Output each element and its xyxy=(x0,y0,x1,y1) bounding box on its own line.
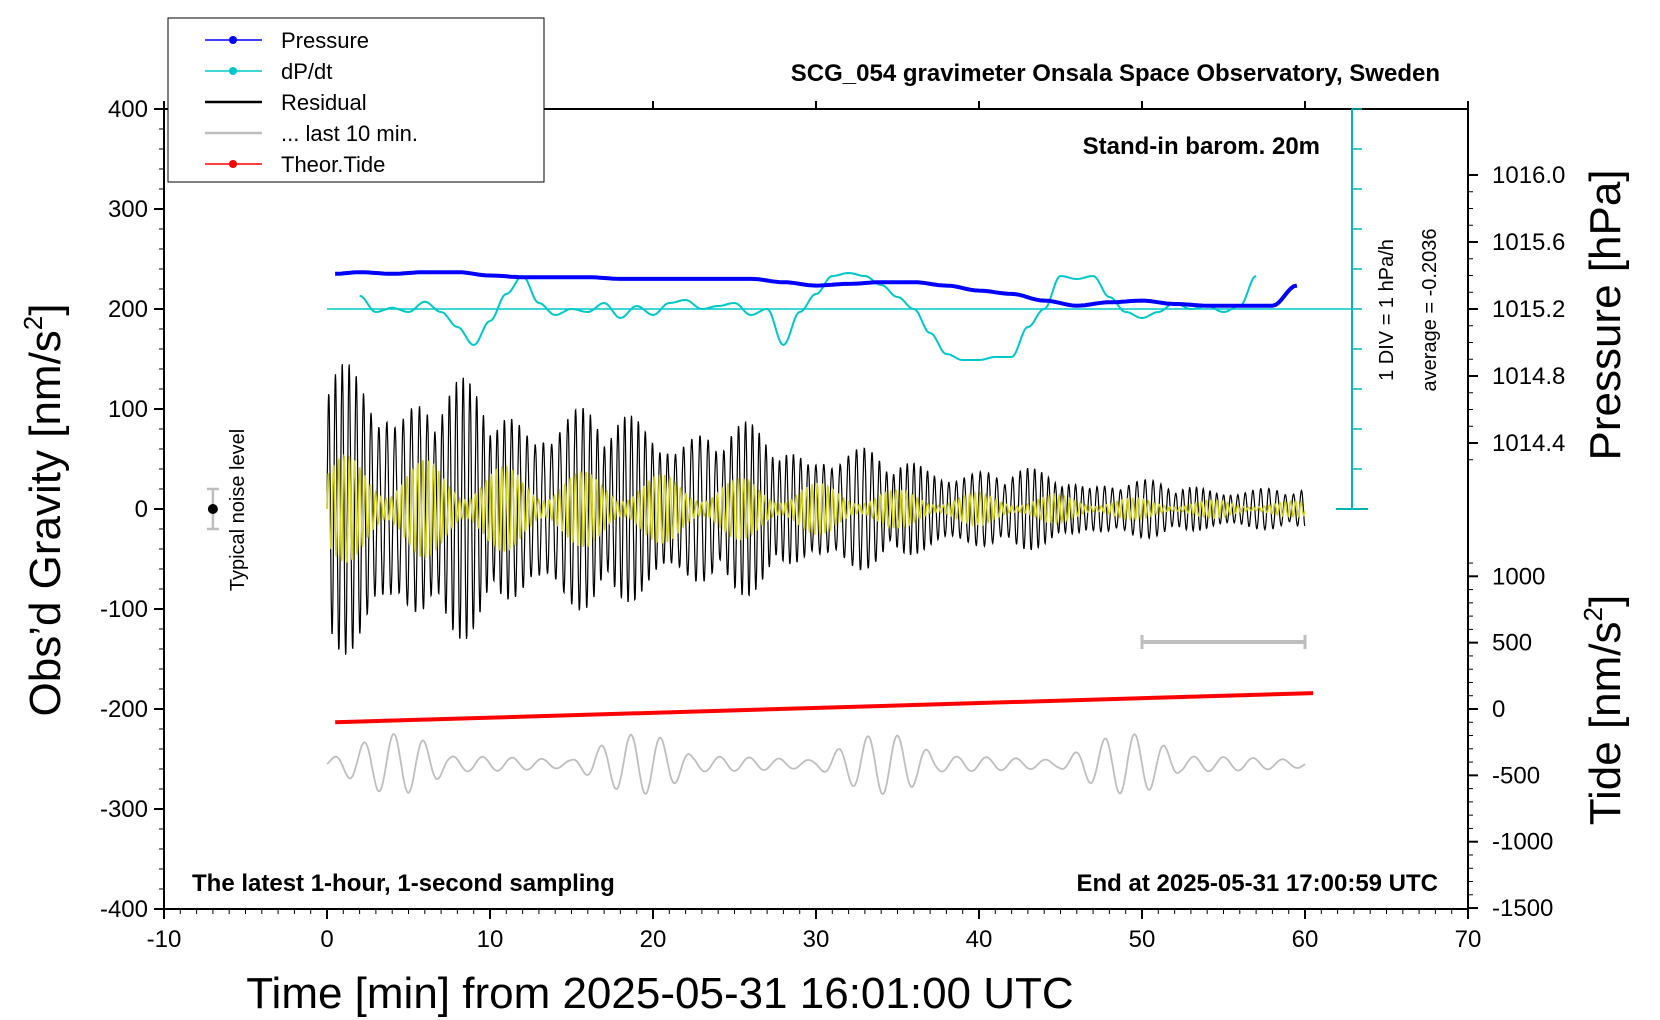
x-axis-label: Time [min] from 2025-05-31 16:01:00 UTC xyxy=(246,969,1073,1018)
last-10-min-line xyxy=(326,733,1306,796)
filtered-residual-line xyxy=(326,453,1306,563)
legend-label: ... last 10 min. xyxy=(281,121,418,146)
tide-axis-ticks: 1000 500 0 -500 -1000 -1500 xyxy=(1468,562,1553,922)
noise-bar-dot xyxy=(207,504,218,514)
x-tick-label: -10 xyxy=(147,926,182,953)
y-tick-label: -200 xyxy=(100,696,148,723)
legend-label: Theor.Tide xyxy=(281,152,385,177)
y-tick-label: -400 xyxy=(100,896,148,923)
legend-marker xyxy=(229,67,237,75)
y-tick-label: -100 xyxy=(100,596,148,623)
legend-label: dP/dt xyxy=(281,59,332,84)
legend: Pressure dP/dt Residual ... last 10 min. The… xyxy=(167,17,545,183)
x-tick-label: 10 xyxy=(477,926,504,953)
chart-title: SCG_054 gravimeter Onsala Space Observat… xyxy=(791,60,1440,87)
dpdt-line xyxy=(359,271,1257,361)
pressure-tick-label: 1015.2 xyxy=(1492,296,1565,323)
x-tick-label: 30 xyxy=(803,926,830,953)
pressure-line xyxy=(335,270,1298,308)
x-tick-label: 0 xyxy=(320,926,333,953)
legend-label: Residual xyxy=(281,90,367,115)
y-axis-ticks-left: 400 300 200 100 0 -100 -200 -300 -400 xyxy=(100,96,164,923)
div-note: 1 DIV = 1 hPa/h xyxy=(1376,239,1398,381)
pressure-axis-label: Pressure [hPa] xyxy=(1581,169,1630,460)
pressure-tick-label: 1014.8 xyxy=(1492,363,1565,390)
pressure-axis-ticks: 1016.0 1015.6 1015.2 1014.8 1014.4 xyxy=(1468,162,1565,461)
legend-label: Pressure xyxy=(281,28,369,53)
tide-tick-label: -1000 xyxy=(1492,829,1553,856)
legend-marker xyxy=(229,36,237,44)
average-note: average = -0.2036 xyxy=(1419,229,1441,392)
x-axis-ticks: -10 0 10 20 30 40 50 60 70 xyxy=(147,101,1482,953)
tide-axis-label: Tide [nm/s2] xyxy=(1578,595,1630,825)
y-tick-label: -300 xyxy=(100,796,148,823)
tide-tick-label: -500 xyxy=(1492,762,1540,789)
y-tick-label: 0 xyxy=(135,496,148,523)
tide-tick-label: -1500 xyxy=(1492,895,1553,922)
x-tick-label: 70 xyxy=(1455,926,1482,953)
x-tick-label: 40 xyxy=(966,926,993,953)
noise-level-note: Typical noise level xyxy=(227,429,249,591)
x-tick-label: 60 xyxy=(1292,926,1319,953)
tide-tick-label: 500 xyxy=(1492,630,1532,657)
tide-tick-label: 1000 xyxy=(1492,563,1545,590)
pressure-tick-label: 1014.4 xyxy=(1492,430,1565,457)
latest-sampling-note: The latest 1-hour, 1-second sampling xyxy=(192,870,615,897)
series-layer xyxy=(206,270,1354,796)
legend-box xyxy=(167,17,545,183)
y-tick-label: 100 xyxy=(108,396,148,423)
y-tick-label: 400 xyxy=(108,96,148,123)
pressure-tick-label: 1016.0 xyxy=(1492,162,1565,189)
y-tick-label: 300 xyxy=(108,196,148,223)
residual-line xyxy=(326,364,1306,655)
x-tick-label: 50 xyxy=(1129,926,1156,953)
y-tick-label: 200 xyxy=(108,296,148,323)
y-axis-label-left: Obs’d Gravity [nm/s2] xyxy=(18,303,70,716)
theor-tide-line xyxy=(335,691,1314,725)
standin-barometer-note: Stand-in barom. 20m xyxy=(1083,133,1320,160)
tide-tick-label: 0 xyxy=(1492,696,1505,723)
x-tick-label: 20 xyxy=(640,926,667,953)
end-time-note: End at 2025-05-31 17:00:59 UTC xyxy=(1077,870,1439,897)
legend-marker xyxy=(229,160,237,168)
pressure-tick-label: 1015.6 xyxy=(1492,229,1565,256)
